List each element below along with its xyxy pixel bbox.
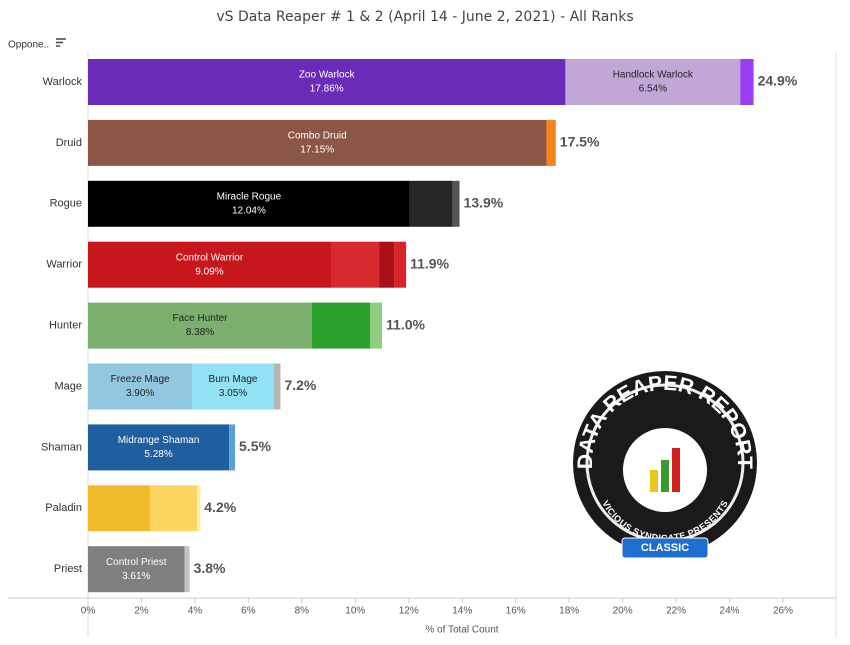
category-label: Hunter [49,320,82,332]
logo: DATA REAPER REPORT VICIOUS SYNDICATE PRE… [573,371,757,559]
x-tick-label: 22% [666,606,686,617]
logo-icon [650,470,658,492]
x-tick-label: 14% [452,606,472,617]
category-label: Mage [54,380,82,392]
total-label: 24.9% [758,73,798,89]
x-tick-label: 16% [506,606,526,617]
segment-value: 12.04% [232,205,266,216]
bar-segment [409,180,453,227]
bar-segment [88,302,313,349]
category-label: Druid [56,137,82,149]
logo-icon [672,448,680,492]
category-label: Priest [54,563,82,575]
category-label: Paladin [45,502,82,514]
bar-segment [88,241,331,288]
bar-segment [197,485,201,532]
bar-segment [546,119,556,166]
segment-name: Handlock Warlock [613,70,694,81]
bar-segment [394,241,407,288]
total-label: 11.0% [386,316,425,332]
bar-segment [229,424,236,471]
x-tick-label: 18% [559,606,579,617]
chart-title: vS Data Reaper # 1 & 2 (April 14 - June … [216,9,633,25]
x-tick-label: 26% [773,606,793,617]
segment-value: 17.15% [300,145,334,156]
bar-segment [452,180,460,227]
logo-badge [621,537,709,559]
total-label: 17.5% [560,134,600,150]
segment-name: Miracle Rogue [217,191,282,202]
bar-segment [88,363,193,410]
total-label: 11.9% [410,255,449,271]
bar-segment [379,241,395,288]
bar-segment [273,363,281,410]
segment-value: 6.54% [639,84,667,95]
category-label: Rogue [50,198,82,210]
total-label: 3.8% [194,560,226,576]
segment-name: Midrange Shaman [118,435,200,446]
bar-segment [150,485,198,532]
segment-value: 3.90% [126,388,154,399]
total-label: 4.2% [204,499,236,515]
column-header: Oppone.. [8,40,49,51]
total-label: 13.9% [464,195,504,211]
x-axis-label: % of Total Count [425,625,498,636]
logo-icon [661,460,669,492]
x-tick-label: 12% [399,606,419,617]
x-tick-label: 20% [613,606,633,617]
bar-segment [88,546,185,593]
segment-value: 8.38% [186,327,214,338]
category-label: Warlock [43,76,83,88]
bar-segment [184,546,190,593]
segment-value: 17.86% [310,84,344,95]
bar-segment [88,424,230,471]
logo-badge-text: CLASSIC [641,542,689,554]
bar-segment [312,302,371,349]
bar-segment [330,241,380,288]
segment-name: Zoo Warlock [299,70,356,81]
bar-segment [88,180,410,227]
segment-name: Control Warrior [176,252,244,263]
segment-value: 9.09% [195,266,223,277]
x-tick-label: 24% [720,606,740,617]
segment-name: Combo Druid [288,131,347,142]
x-tick-label: 6% [241,606,256,617]
sort-icon[interactable] [56,38,66,47]
segment-value: 5.28% [144,449,172,460]
total-label: 7.2% [284,377,316,393]
total-label: 5.5% [239,438,271,454]
segment-value: 3.61% [122,571,150,582]
bar-segment [88,119,547,166]
bar-segment [88,59,566,105]
bar-segment [192,363,274,410]
x-tick-label: 2% [134,606,149,617]
x-tick-label: 8% [295,606,310,617]
segment-name: Control Priest [106,557,167,568]
category-label: Shaman [41,441,82,453]
x-tick-label: 0% [81,606,96,617]
segment-name: Face Hunter [172,313,228,324]
bar-segment [565,59,741,105]
bar-segment [88,485,151,532]
bar-segment [740,59,754,105]
x-tick-label: 10% [345,606,365,617]
category-label: Warrior [46,259,82,271]
segment-value: 3.05% [219,388,247,399]
segment-name: Freeze Mage [111,374,170,385]
x-tick-label: 4% [188,606,203,617]
bar-segment [370,302,383,349]
segment-name: Burn Mage [209,374,258,385]
